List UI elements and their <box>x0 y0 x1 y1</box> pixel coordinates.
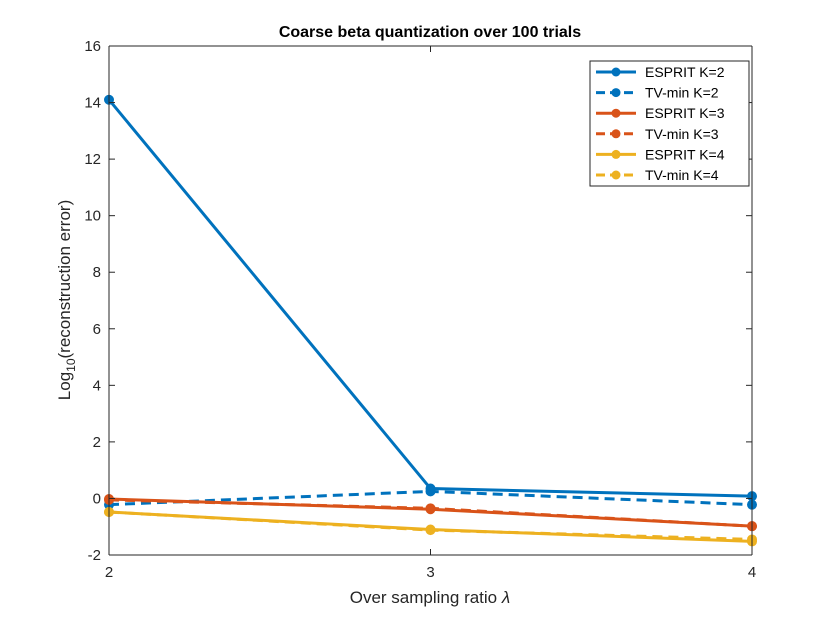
y-axis-label-log: Log <box>55 372 74 400</box>
legend-label: ESPRIT K=4 <box>645 146 725 162</box>
legend-item: TV-min K=3 <box>596 126 719 142</box>
legend-marker <box>611 108 621 118</box>
legend-box <box>589 60 750 187</box>
series-layer <box>104 94 757 547</box>
legend-label: ESPRIT K=3 <box>645 105 725 121</box>
data-point <box>425 486 436 497</box>
legend-label: TV-min K=4 <box>645 167 719 183</box>
y-tick-label: 0 <box>93 490 101 507</box>
y-tick-label: 4 <box>93 377 101 394</box>
legend-item: TV-min K=2 <box>596 85 719 101</box>
y-tick-label: 8 <box>93 264 101 281</box>
y-axis-label: Log10(reconstruction error) <box>55 200 78 400</box>
legend-marker <box>611 149 621 159</box>
data-point <box>425 525 436 536</box>
x-tick-label: 2 <box>105 564 113 581</box>
y-axis-label-subscript: 10 <box>64 358 78 372</box>
y-tick-label: 6 <box>93 321 101 338</box>
legend-label: ESPRIT K=2 <box>645 64 725 80</box>
chart-title: Coarse beta quantization over 100 trials <box>279 24 581 41</box>
y-tick-label: 2 <box>93 434 101 451</box>
x-tick-label: 4 <box>748 564 756 581</box>
legend-item: TV-min K=4 <box>596 167 719 183</box>
ticks-layer: 2 3 4 -2 0 2 4 6 8 10 12 14 16 <box>84 38 756 581</box>
y-tick-label: -2 <box>88 547 101 564</box>
y-tick-label: 12 <box>84 151 101 168</box>
data-point <box>425 503 436 514</box>
y-tick-label: 14 <box>84 95 101 112</box>
legend-marker <box>611 170 621 180</box>
legend-marker <box>611 129 621 139</box>
legend-item: ESPRIT K=4 <box>596 146 725 162</box>
legend-marker <box>611 67 621 77</box>
legend-label: TV-min K=2 <box>645 85 719 101</box>
series-tv-min-k-4 <box>104 507 757 545</box>
legend: ESPRIT K=2 TV-min K=2 ESPRIT K=3 TV-min K=3… <box>589 60 750 187</box>
legend-item: ESPRIT K=3 <box>596 105 725 121</box>
legend-item: ESPRIT K=2 <box>596 64 725 80</box>
lambda-symbol: λ <box>501 588 510 607</box>
y-tick-label: 16 <box>84 38 101 55</box>
x-tick-label: 3 <box>426 564 434 581</box>
legend-label: TV-min K=3 <box>645 126 719 142</box>
legend-marker <box>611 88 621 98</box>
x-axis-label-text: Over sampling ratio <box>350 588 502 607</box>
legend-items: ESPRIT K=2 TV-min K=2 ESPRIT K=3 TV-min K=3… <box>596 64 725 183</box>
x-axis-label: Over sampling ratio λ <box>350 588 511 607</box>
y-tick-label: 10 <box>84 208 101 225</box>
y-axis-label-text: (reconstruction error) <box>55 200 74 359</box>
